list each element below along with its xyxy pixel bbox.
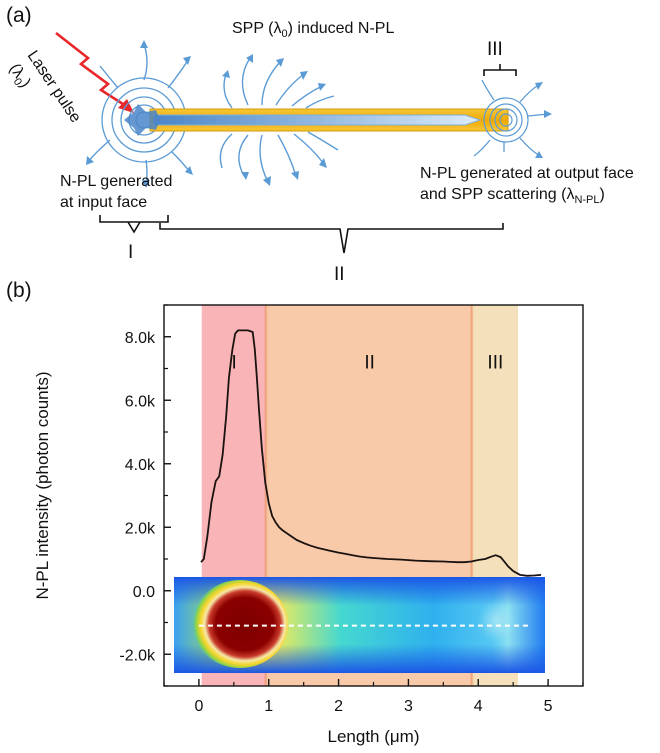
spp-npl-label: SPP (λ0) induced N-PL <box>232 20 394 40</box>
region-iii-bracket <box>483 69 517 76</box>
y-axis-title: N-PL intensity (photon counts) <box>33 371 52 599</box>
output-emission-rings <box>483 97 529 143</box>
panel-b-chart: (b) I II III 0 1 2 3 4 5-2.0k0.02.0k4.0k6.0k8.0… <box>6 279 584 746</box>
x-tick-label: 4 <box>474 698 483 715</box>
x-tick-label: 3 <box>404 698 413 715</box>
npl-intensity-map <box>174 577 545 673</box>
x-tick-label: 1 <box>264 698 273 715</box>
region-label-iii-top: III <box>487 39 503 60</box>
output-face-label-line2: and SPP scattering (λN-PL) <box>420 186 605 206</box>
panel-b-letter: (b) <box>6 279 32 302</box>
region-label-ii-top: II <box>334 264 345 285</box>
y-tick-label: 8.0k <box>125 330 156 347</box>
panel-a-schematic: (a) Laser pulse (λ0) <box>3 4 634 285</box>
y-tick-label: -2.0k <box>119 647 156 664</box>
input-face-label-line2: at input face <box>60 194 147 211</box>
y-tick-label: 0.0 <box>133 584 155 601</box>
y-tick-label: 2.0k <box>125 520 156 537</box>
laser-pulse-label: Laser pulse <box>24 48 84 126</box>
x-tick-label: 2 <box>334 698 343 715</box>
region-label-iii: III <box>487 353 503 374</box>
input-emission-rays <box>86 40 193 188</box>
panel-a-letter: (a) <box>6 4 32 27</box>
y-tick-label: 4.0k <box>125 457 156 474</box>
output-emission-rays <box>473 79 552 158</box>
plot-area: 0 1 2 3 4 5 -2.0k 0.0 2.0k 4.0k 6.0k 8.0k Length (μm… <box>33 304 584 746</box>
silver-nanowire <box>124 104 509 136</box>
region-ii-bracket <box>159 223 504 254</box>
spp-emission-rays <box>219 54 339 186</box>
region-label-i-top: I <box>128 242 133 263</box>
y-tick-label: 6.0k <box>125 393 156 410</box>
region-label-ii: II <box>364 353 375 374</box>
x-tick-label: 0 <box>194 698 203 715</box>
region-label-i: I <box>232 353 237 374</box>
laser-wavelength-label: (λ0) <box>3 61 33 93</box>
output-face-label-line1: N-PL generated at output face <box>420 165 634 182</box>
input-face-label-line1: N-PL generated <box>60 173 172 190</box>
region-i-bracket <box>99 215 169 223</box>
npl-profile-line-1 <box>200 329 542 577</box>
x-tick-label: 5 <box>544 698 553 715</box>
x-axis-title: Length (μm) <box>328 727 420 746</box>
